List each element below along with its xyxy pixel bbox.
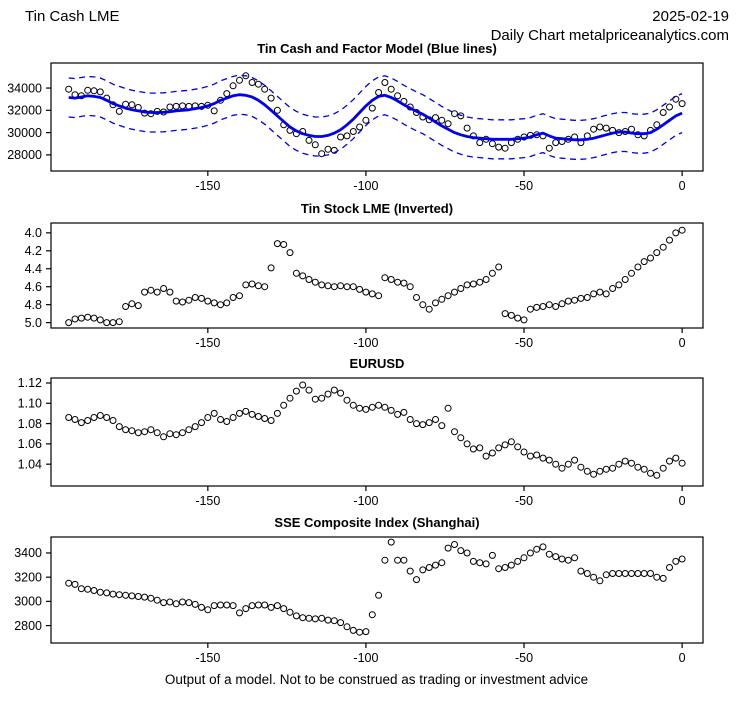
panel-4-title: SSE Composite Index (Shanghai) (274, 515, 480, 530)
svg-text:-100: -100 (353, 179, 378, 193)
svg-text:4.0: 4.0 (25, 226, 42, 240)
x-axis: -150 -100 -50 0 (195, 486, 686, 508)
plot-box (50, 62, 704, 172)
tin-stock-points (65, 226, 686, 327)
svg-text:-100: -100 (353, 651, 378, 665)
svg-text:1.08: 1.08 (18, 417, 42, 431)
chart-date: 2025-02-19 (652, 8, 729, 25)
tin-cash-points (65, 72, 686, 158)
plot-box (50, 222, 704, 329)
x-axis: -150 -100 -50 0 (195, 171, 686, 193)
factor-model-line (68, 74, 683, 160)
svg-text:2800: 2800 (14, 619, 42, 633)
y-axis: 2800 3000 3200 3400 (14, 546, 51, 633)
svg-text:-150: -150 (195, 651, 220, 665)
svg-text:-150: -150 (195, 494, 220, 508)
sse-points (65, 538, 686, 636)
svg-text:-150: -150 (195, 336, 220, 350)
page-title: Tin Cash LME (25, 8, 120, 25)
svg-text:0: 0 (679, 651, 686, 665)
lower-band-line (68, 113, 683, 160)
disclaimer-text: Output of a model. Not to be construed a… (164, 672, 589, 687)
svg-text:-100: -100 (353, 494, 378, 508)
panel-3: -150 -100 -50 0 1.04 1.06 1.08 1.10 1.12 (18, 376, 704, 508)
panel-3-title: EURUSD (349, 356, 405, 371)
svg-text:1.04: 1.04 (18, 457, 42, 471)
plot-box (50, 377, 704, 487)
svg-text:-150: -150 (195, 179, 220, 193)
y-axis: 4.0 4.2 4.4 4.6 4.8 5.0 (25, 226, 51, 330)
panel-1-title: Tin Cash and Factor Model (Blue lines) (257, 41, 497, 56)
svg-text:-50: -50 (515, 336, 533, 350)
x-axis: -150 -100 -50 0 (195, 328, 686, 350)
svg-text:3400: 3400 (14, 546, 42, 560)
x-axis: -150 -100 -50 0 (195, 643, 686, 665)
svg-text:0: 0 (679, 494, 686, 508)
panel-2: -150 -100 -50 0 4.0 4.2 4.4 4.6 4.8 5.0 (25, 222, 704, 350)
panel-2-title: Tin Stock LME (Inverted) (300, 201, 454, 216)
eurusd-points (65, 381, 686, 479)
svg-text:5.0: 5.0 (25, 316, 42, 330)
panel-4: -150 -100 -50 0 2800 3000 3200 3400 (14, 536, 704, 665)
svg-text:-100: -100 (353, 336, 378, 350)
svg-text:1.06: 1.06 (18, 437, 42, 451)
chart-subtitle: Daily Chart metalpriceanalytics.com (490, 27, 729, 44)
plot-box (50, 536, 704, 644)
svg-text:0: 0 (679, 179, 686, 193)
model-line (68, 93, 683, 142)
svg-text:1.10: 1.10 (18, 396, 42, 410)
svg-text:-50: -50 (515, 494, 533, 508)
svg-text:3200: 3200 (14, 570, 42, 584)
svg-text:28000: 28000 (7, 148, 42, 162)
panel-1: -150 -100 -50 0 28000 30000 32000 34000 (7, 62, 704, 193)
svg-text:3000: 3000 (14, 595, 42, 609)
svg-text:4.2: 4.2 (25, 244, 42, 258)
svg-text:32000: 32000 (7, 104, 42, 118)
svg-text:-50: -50 (515, 179, 533, 193)
svg-text:4.6: 4.6 (25, 280, 42, 294)
y-axis: 1.04 1.06 1.08 1.10 1.12 (18, 376, 51, 471)
svg-text:4.8: 4.8 (25, 298, 42, 312)
upper-band-line (68, 74, 683, 121)
svg-text:34000: 34000 (7, 81, 42, 95)
svg-text:30000: 30000 (7, 126, 42, 140)
y-axis: 28000 30000 32000 34000 (7, 81, 51, 162)
svg-text:0: 0 (679, 336, 686, 350)
svg-text:1.12: 1.12 (18, 376, 42, 390)
svg-text:4.4: 4.4 (25, 262, 42, 276)
svg-text:-50: -50 (515, 651, 533, 665)
